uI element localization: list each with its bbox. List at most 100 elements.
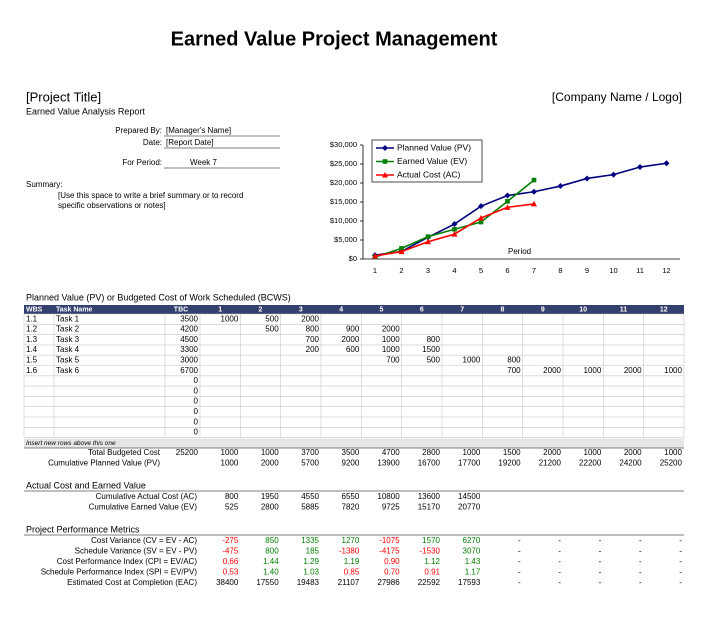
cell: 4550 — [301, 492, 319, 501]
cell: 1950 — [261, 492, 279, 501]
cell: 0 — [194, 397, 199, 406]
cell: 1000 — [463, 355, 481, 364]
cell: 1335 — [301, 536, 319, 545]
cell: 3000 — [180, 355, 198, 364]
cell: 2000 — [342, 335, 360, 344]
marker — [478, 203, 484, 210]
series-line — [374, 179, 535, 258]
cell: 0.85 — [344, 568, 360, 577]
marker — [504, 192, 511, 199]
cell: 2000 — [382, 325, 400, 334]
cell: - — [558, 536, 561, 545]
marker — [531, 177, 537, 183]
cell: 13600 — [418, 492, 441, 501]
cell: - — [599, 568, 602, 577]
cell: 0.70 — [384, 568, 400, 577]
cell: 1000 — [221, 448, 239, 457]
cell: 1.5 — [26, 355, 38, 364]
cell: 7820 — [342, 503, 360, 512]
section-title: Planned Value (PV) or Budgeted Cost of W… — [26, 292, 291, 302]
cell: 4700 — [382, 448, 400, 457]
cell: 2000 — [543, 448, 561, 457]
cell: -1380 — [339, 547, 360, 556]
marker — [531, 188, 537, 195]
marker — [505, 199, 510, 204]
y-tick-label: $5,000 — [334, 235, 357, 244]
cell: -4175 — [379, 547, 400, 556]
cell: 1.03 — [303, 568, 319, 577]
cell: 27986 — [377, 578, 400, 587]
marker — [425, 234, 431, 239]
cell: 2800 — [422, 448, 440, 457]
cell: 1.2 — [26, 325, 38, 334]
cell: 800 — [265, 547, 279, 556]
cell: - — [558, 568, 561, 577]
cell: - — [518, 547, 521, 556]
cell: 1000 — [463, 448, 481, 457]
cell: Task 5 — [56, 355, 80, 364]
y-tick-label: $25,000 — [330, 159, 357, 168]
cell: - — [679, 547, 682, 556]
cell: - — [599, 547, 602, 556]
cell: 185 — [306, 547, 320, 556]
series-line — [374, 162, 667, 256]
cell: 22592 — [418, 578, 441, 587]
cell: 3500 — [342, 448, 360, 457]
cell: 525 — [225, 503, 239, 512]
cell: - — [558, 547, 561, 556]
cell: 1.44 — [263, 557, 279, 566]
x-tick-label: 10 — [609, 266, 617, 275]
insert-note: Insert new rows above this one — [26, 440, 116, 447]
x-tick-label: 9 — [585, 266, 589, 275]
cell: - — [599, 536, 602, 545]
column-header: 4 — [339, 306, 343, 313]
marker — [531, 200, 537, 207]
cell: Task 2 — [56, 325, 80, 334]
x-tick-label: 5 — [479, 266, 483, 275]
project-title: [Project Title] — [26, 89, 101, 104]
section-title: Project Performance Metrics — [26, 524, 140, 534]
cell: - — [518, 557, 521, 566]
cell: 17700 — [458, 459, 481, 468]
cell: 1.17 — [465, 568, 481, 577]
report-name: Earned Value Analysis Report — [26, 106, 145, 116]
field-value: [Report Date] — [166, 138, 214, 147]
cell: 9200 — [342, 459, 360, 468]
cell: 17593 — [458, 578, 481, 587]
row-label: Cumulative Planned Value (PV) — [48, 459, 160, 468]
cell: -275 — [222, 536, 239, 545]
cell: 20770 — [458, 503, 481, 512]
cell: - — [518, 536, 521, 545]
cell: 5700 — [301, 459, 319, 468]
legend-label: Actual Cost (AC) — [397, 169, 460, 179]
section-title: Actual Cost and Earned Value — [26, 480, 146, 490]
cell: 1000 — [584, 448, 602, 457]
cell: 6700 — [180, 366, 198, 375]
cell: 2000 — [624, 448, 642, 457]
column-header: 12 — [660, 306, 668, 313]
cell: 16700 — [418, 459, 441, 468]
column-header: 7 — [460, 306, 464, 313]
cell: 10800 — [377, 492, 400, 501]
summary-text: [Use this space to write a brief summary… — [58, 191, 243, 200]
y-tick-label: $10,000 — [330, 216, 357, 225]
column-header: 2 — [259, 306, 263, 313]
row-label: Cumulative Earned Value (EV) — [89, 503, 198, 512]
cell: 800 — [427, 335, 441, 344]
cell: 1570 — [422, 536, 440, 545]
cell: - — [639, 547, 642, 556]
row-label: Schedule Variance (SV = EV - PV) — [75, 547, 198, 556]
field-label: Date: — [143, 138, 162, 147]
x-tick-label: 2 — [399, 266, 403, 275]
cell: 21107 — [338, 578, 360, 587]
field-value: [Manager's Name] — [166, 126, 231, 135]
cell: -475 — [222, 547, 239, 556]
cell: 1000 — [382, 345, 400, 354]
cell: 1270 — [342, 536, 360, 545]
marker — [451, 221, 458, 228]
cell: 1.12 — [424, 557, 440, 566]
marker — [425, 238, 431, 245]
company: [Company Name / Logo] — [552, 90, 682, 104]
cell: 3700 — [301, 448, 319, 457]
